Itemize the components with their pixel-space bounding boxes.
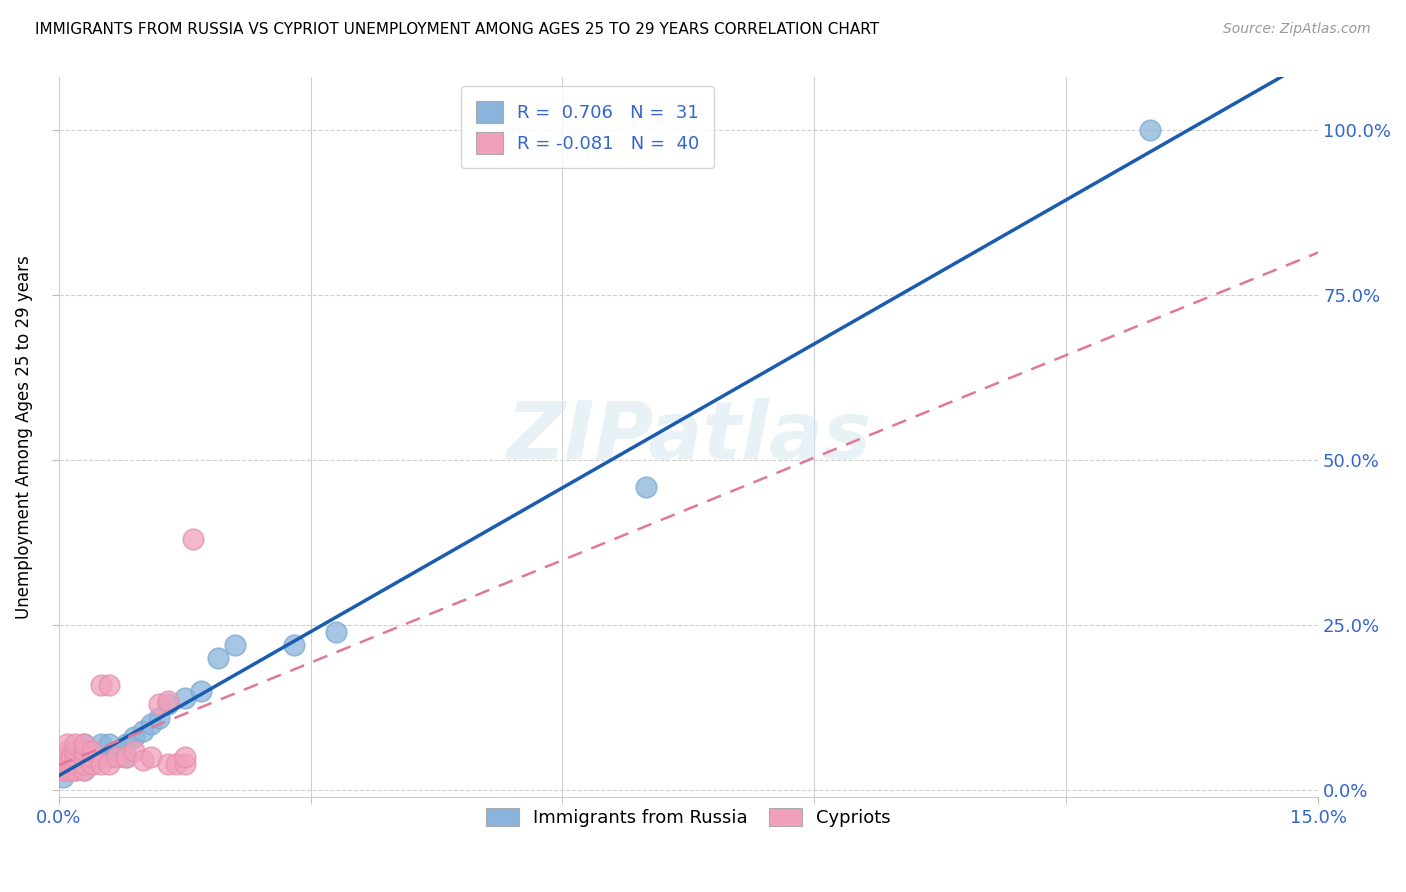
Point bbox=[82, 756, 104, 771]
Point bbox=[165, 756, 187, 771]
Point bbox=[224, 638, 246, 652]
Point bbox=[325, 624, 347, 639]
Point bbox=[90, 737, 112, 751]
Point bbox=[51, 756, 73, 771]
Point bbox=[56, 764, 79, 778]
Point bbox=[148, 710, 170, 724]
Point bbox=[60, 750, 83, 764]
Point bbox=[107, 743, 129, 757]
Point bbox=[82, 743, 104, 757]
Point bbox=[173, 690, 195, 705]
Point bbox=[122, 743, 145, 757]
Point bbox=[131, 723, 153, 738]
Point bbox=[65, 750, 87, 764]
Point bbox=[56, 764, 79, 778]
Point bbox=[73, 750, 96, 764]
Point bbox=[73, 737, 96, 751]
Point bbox=[98, 750, 121, 764]
Point bbox=[60, 764, 83, 778]
Point bbox=[49, 756, 72, 771]
Point bbox=[107, 750, 129, 764]
Point bbox=[139, 717, 162, 731]
Point bbox=[60, 756, 83, 771]
Point bbox=[122, 731, 145, 745]
Point bbox=[65, 764, 87, 778]
Point bbox=[156, 698, 179, 712]
Point bbox=[82, 750, 104, 764]
Point bbox=[90, 677, 112, 691]
Text: Source: ZipAtlas.com: Source: ZipAtlas.com bbox=[1223, 22, 1371, 37]
Legend: Immigrants from Russia, Cypriots: Immigrants from Russia, Cypriots bbox=[479, 801, 898, 835]
Point bbox=[73, 756, 96, 771]
Point bbox=[82, 756, 104, 771]
Point bbox=[115, 750, 138, 764]
Point bbox=[52, 770, 75, 784]
Point bbox=[90, 750, 112, 764]
Point bbox=[65, 756, 87, 771]
Point bbox=[56, 737, 79, 751]
Point bbox=[73, 764, 96, 778]
Point bbox=[73, 743, 96, 757]
Point bbox=[65, 764, 87, 778]
Point bbox=[52, 750, 75, 764]
Point bbox=[115, 737, 138, 751]
Point bbox=[207, 651, 229, 665]
Point bbox=[156, 756, 179, 771]
Point bbox=[73, 764, 96, 778]
Point bbox=[148, 698, 170, 712]
Point bbox=[139, 750, 162, 764]
Text: IMMIGRANTS FROM RUSSIA VS CYPRIOT UNEMPLOYMENT AMONG AGES 25 TO 29 YEARS CORRELA: IMMIGRANTS FROM RUSSIA VS CYPRIOT UNEMPL… bbox=[35, 22, 879, 37]
Y-axis label: Unemployment Among Ages 25 to 29 years: Unemployment Among Ages 25 to 29 years bbox=[15, 255, 32, 619]
Point bbox=[190, 684, 212, 698]
Point bbox=[73, 737, 96, 751]
Point bbox=[131, 754, 153, 768]
Point bbox=[90, 756, 112, 771]
Point bbox=[65, 750, 87, 764]
Point bbox=[173, 756, 195, 771]
Point bbox=[56, 750, 79, 764]
Point bbox=[56, 756, 79, 771]
Point bbox=[98, 737, 121, 751]
Point bbox=[283, 638, 305, 652]
Point bbox=[636, 480, 658, 494]
Point bbox=[65, 743, 87, 757]
Point bbox=[98, 677, 121, 691]
Point bbox=[98, 756, 121, 771]
Point bbox=[1139, 123, 1161, 137]
Point bbox=[156, 694, 179, 708]
Point bbox=[115, 750, 138, 764]
Point bbox=[56, 743, 79, 757]
Point bbox=[82, 743, 104, 757]
Point bbox=[173, 750, 195, 764]
Point bbox=[73, 750, 96, 764]
Point bbox=[69, 756, 91, 771]
Point bbox=[52, 764, 75, 778]
Point bbox=[181, 533, 204, 547]
Text: ZIPatlas: ZIPatlas bbox=[506, 398, 870, 476]
Point bbox=[65, 737, 87, 751]
